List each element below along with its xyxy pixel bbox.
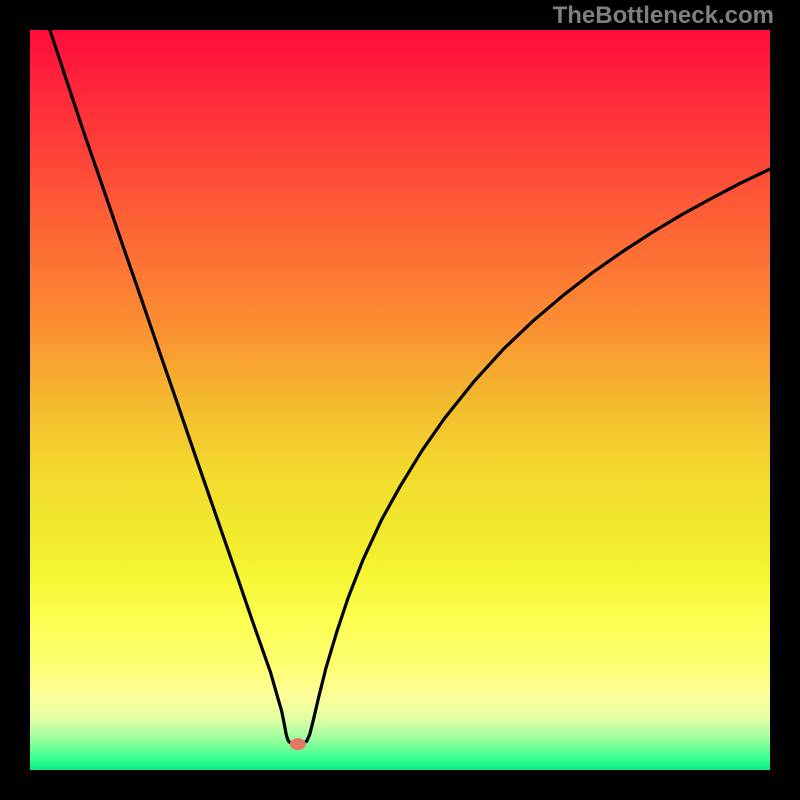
- curve-svg: [30, 30, 770, 770]
- chart-frame: TheBottleneck.com: [0, 0, 800, 800]
- bottleneck-curve: [50, 30, 770, 743]
- plot-area: [30, 30, 770, 770]
- optimum-marker: [290, 738, 306, 750]
- watermark-text: TheBottleneck.com: [553, 2, 774, 30]
